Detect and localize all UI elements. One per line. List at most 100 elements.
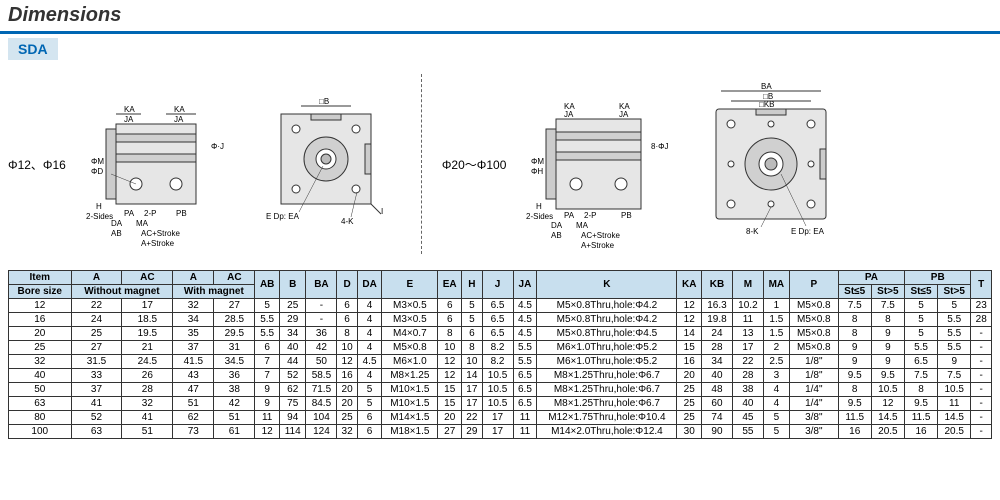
cell-pa1: 9 [838, 341, 871, 355]
cell-ac2: 38 [214, 383, 255, 397]
cell-a2: 37 [173, 341, 214, 355]
cell-ja: 6.5 [513, 397, 537, 411]
cell-pb1: 16 [905, 425, 938, 439]
col-w-mag: With magnet [173, 285, 255, 299]
diagram-side-small: KA KA JA JA Φ·J ΦM ΦD H 2-Sides PA 2-P P… [86, 74, 236, 254]
col-a: A [71, 271, 122, 285]
table-row: 1006351736112114124326M18×1.527291711M14… [9, 425, 992, 439]
cell-kb: 28 [702, 341, 733, 355]
col-pa-st1: St≤5 [838, 285, 871, 299]
cell-pa1: 16 [838, 425, 871, 439]
cell-h: 17 [462, 383, 482, 397]
cell-h: 29 [462, 425, 482, 439]
cell-bore: 20 [9, 327, 72, 341]
col-d: D [337, 271, 357, 299]
cell-da: 4 [357, 313, 382, 327]
cell-a2: 62 [173, 411, 214, 425]
cell-ka: 16 [677, 355, 702, 369]
col-m: M [732, 271, 763, 299]
svg-text:ΦD: ΦD [91, 167, 103, 176]
cell-bore: 63 [9, 397, 72, 411]
cell-t: - [971, 327, 992, 341]
svg-text:8-K: 8-K [746, 227, 759, 236]
cell-ea: 10 [438, 341, 462, 355]
cell-pa1: 9.5 [838, 369, 871, 383]
cell-j: 6.5 [482, 313, 513, 327]
cell-b: 52 [279, 369, 305, 383]
diagram-area: Φ12、Φ16 KA KA JA JA Φ·J ΦM ΦD H 2-Sides … [0, 64, 1000, 264]
cell-kb: 16.3 [702, 299, 733, 313]
svg-text:A+Stroke: A+Stroke [581, 241, 615, 250]
svg-text:AC+Stroke: AC+Stroke [581, 231, 620, 240]
cell-pa2: 10.5 [871, 383, 904, 397]
section-divider [421, 74, 422, 254]
cell-ka: 25 [677, 383, 702, 397]
cell-m: 38 [732, 383, 763, 397]
cell-ac1: 19.5 [122, 327, 173, 341]
cell-ac2: 28.5 [214, 313, 255, 327]
cell-pb1: 5 [905, 299, 938, 313]
cell-pa1: 8 [838, 313, 871, 327]
cell-ab: 5.5 [255, 313, 280, 327]
bore-large-label: Φ20～Φ100 [442, 156, 512, 173]
col-kb: KB [702, 271, 733, 299]
cell-kb: 90 [702, 425, 733, 439]
cell-d: 8 [337, 327, 357, 341]
cell-k: M12×1.75Thru,hole:Φ10.4 [537, 411, 677, 425]
cell-e: M10×1.5 [382, 383, 438, 397]
cell-a2: 73 [173, 425, 214, 439]
cell-ea: 20 [438, 411, 462, 425]
cell-ac2: 34.5 [214, 355, 255, 369]
svg-text:PB: PB [621, 211, 632, 220]
cell-pa2: 9 [871, 341, 904, 355]
cell-e: M3×0.5 [382, 313, 438, 327]
col-b: B [279, 271, 305, 299]
cell-p: M5×0.8 [789, 299, 838, 313]
cell-a1: 52 [71, 411, 122, 425]
cell-h: 22 [462, 411, 482, 425]
cell-pa1: 8 [838, 383, 871, 397]
cell-b: 75 [279, 397, 305, 411]
cell-ac2: 61 [214, 425, 255, 439]
cell-pb2: 5 [938, 299, 971, 313]
svg-text:8·ΦJ: 8·ΦJ [651, 142, 669, 151]
svg-text:JA: JA [564, 110, 574, 119]
cell-da: 4 [357, 299, 382, 313]
cell-t: - [971, 383, 992, 397]
cell-d: 20 [337, 397, 357, 411]
cell-pa1: 8 [838, 327, 871, 341]
cell-da: 6 [357, 411, 382, 425]
cell-ja: 4.5 [513, 327, 537, 341]
cell-ka: 14 [677, 327, 702, 341]
cell-k: M5×0.8Thru,hole:Φ4.2 [537, 313, 677, 327]
cell-bore: 12 [9, 299, 72, 313]
cell-pa2: 9.5 [871, 369, 904, 383]
cell-p: 3/8" [789, 425, 838, 439]
cell-ac1: 28 [122, 383, 173, 397]
cell-pb1: 5.5 [905, 341, 938, 355]
table-row: 3231.524.541.534.574450124.5M6×1.012108.… [9, 355, 992, 369]
cell-m: 55 [732, 425, 763, 439]
cell-a1: 25 [71, 327, 122, 341]
cell-b: 25 [279, 299, 305, 313]
cell-k: M6×1.0Thru,hole:Φ5.2 [537, 341, 677, 355]
cell-ac1: 32 [122, 397, 173, 411]
cell-ma: 1.5 [763, 327, 789, 341]
col-ma: MA [763, 271, 789, 299]
cell-pb1: 6.5 [905, 355, 938, 369]
cell-ea: 8 [438, 327, 462, 341]
svg-text:ΦM: ΦM [91, 157, 104, 166]
cell-h: 8 [462, 341, 482, 355]
svg-text:2-P: 2-P [584, 211, 596, 220]
cell-pa1: 7.5 [838, 299, 871, 313]
cell-b: 40 [279, 341, 305, 355]
cell-bore: 16 [9, 313, 72, 327]
cell-h: 5 [462, 299, 482, 313]
svg-text:MA: MA [136, 219, 149, 228]
cell-a2: 51 [173, 397, 214, 411]
cell-da: 6 [357, 425, 382, 439]
dimensions-table: Item A AC A AC AB B BA D DA E EA H J JA … [8, 270, 992, 439]
cell-ea: 15 [438, 383, 462, 397]
cell-ka: 12 [677, 313, 702, 327]
svg-text:AB: AB [551, 231, 562, 240]
